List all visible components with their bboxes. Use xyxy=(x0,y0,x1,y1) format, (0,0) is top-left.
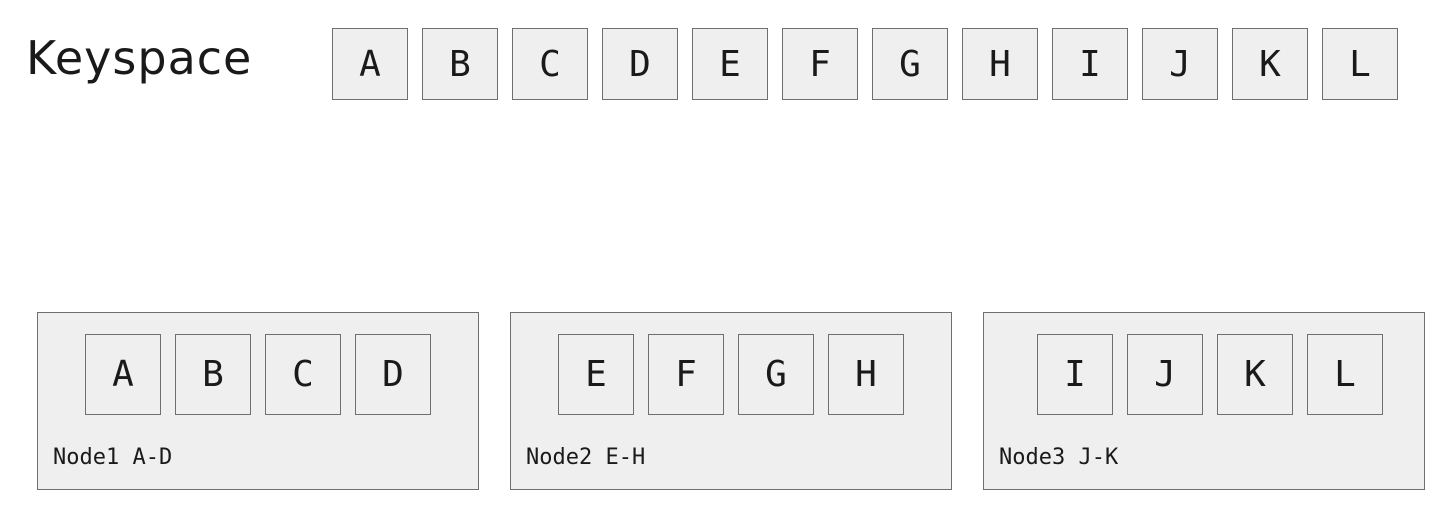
node-2-key-3: G xyxy=(738,334,814,415)
keyspace-key-12: L xyxy=(1322,28,1398,100)
keyspace-key-6: F xyxy=(782,28,858,100)
node-3-key-1: I xyxy=(1037,334,1113,415)
node-1-key-4: D xyxy=(355,334,431,415)
node-2-key-4: H xyxy=(828,334,904,415)
keyspace-title: Keyspace xyxy=(26,31,253,85)
keyspace-key-4: D xyxy=(602,28,678,100)
node-3-key-3: K xyxy=(1217,334,1293,415)
keyspace-key-7: G xyxy=(872,28,948,100)
node-2-key-2: F xyxy=(648,334,724,415)
keyspace-key-2: B xyxy=(422,28,498,100)
keyspace-key-3: C xyxy=(512,28,588,100)
node-3-key-4: L xyxy=(1307,334,1383,415)
node-1-label: Node1 A-D xyxy=(53,445,173,470)
keyspace-key-1: A xyxy=(332,28,408,100)
node-1-key-2: B xyxy=(175,334,251,415)
keyspace-key-10: J xyxy=(1142,28,1218,100)
node-3: I J K L Node3 J-K xyxy=(983,312,1425,490)
node-1: A B C D Node1 A-D xyxy=(37,312,479,490)
node-2-label: Node2 E-H xyxy=(526,445,646,470)
node-3-key-2: J xyxy=(1127,334,1203,415)
keyspace-key-5: E xyxy=(692,28,768,100)
node-1-key-1: A xyxy=(85,334,161,415)
node-2-key-1: E xyxy=(558,334,634,415)
node-2: E F G H Node2 E-H xyxy=(510,312,952,490)
node-3-label: Node3 J-K xyxy=(999,445,1119,470)
node-1-key-3: C xyxy=(265,334,341,415)
keyspace-key-11: K xyxy=(1232,28,1308,100)
keyspace-key-9: I xyxy=(1052,28,1128,100)
keyspace-key-8: H xyxy=(962,28,1038,100)
